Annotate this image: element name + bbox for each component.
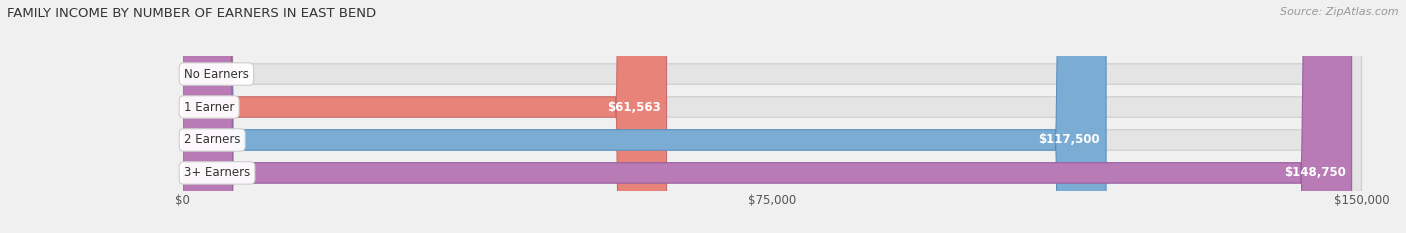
Text: $61,563: $61,563 xyxy=(607,100,661,113)
FancyBboxPatch shape xyxy=(183,0,1361,233)
FancyBboxPatch shape xyxy=(183,0,666,233)
Text: 3+ Earners: 3+ Earners xyxy=(184,166,250,179)
Text: Source: ZipAtlas.com: Source: ZipAtlas.com xyxy=(1281,7,1399,17)
FancyBboxPatch shape xyxy=(183,0,1351,233)
FancyBboxPatch shape xyxy=(183,0,1107,233)
Text: 2 Earners: 2 Earners xyxy=(184,134,240,147)
Text: FAMILY INCOME BY NUMBER OF EARNERS IN EAST BEND: FAMILY INCOME BY NUMBER OF EARNERS IN EA… xyxy=(7,7,377,20)
Text: $148,750: $148,750 xyxy=(1284,166,1346,179)
Text: No Earners: No Earners xyxy=(184,68,249,81)
FancyBboxPatch shape xyxy=(183,0,1361,233)
Text: $117,500: $117,500 xyxy=(1039,134,1099,147)
Text: $0: $0 xyxy=(201,68,215,81)
Text: 1 Earner: 1 Earner xyxy=(184,100,235,113)
FancyBboxPatch shape xyxy=(183,0,1361,233)
FancyBboxPatch shape xyxy=(183,0,1361,233)
